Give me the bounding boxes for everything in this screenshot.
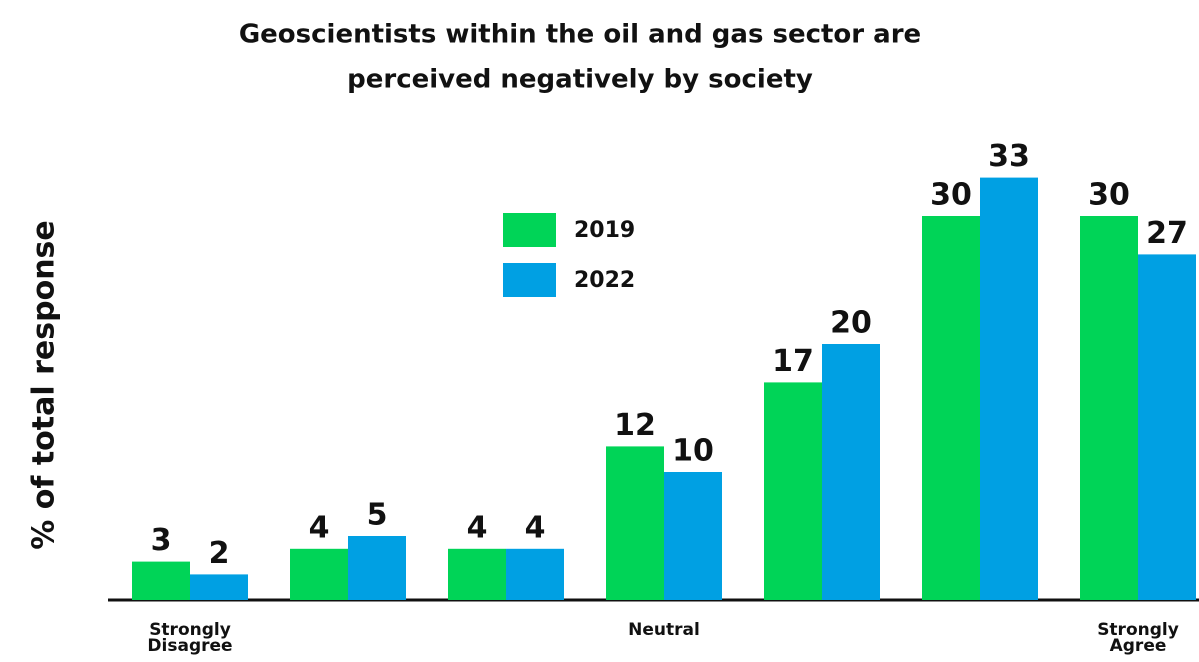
bar bbox=[1138, 254, 1196, 600]
x-tick-label: Disagree bbox=[147, 636, 232, 656]
bar bbox=[448, 548, 506, 600]
bar bbox=[348, 536, 406, 600]
data-label: 30 bbox=[1088, 178, 1130, 213]
x-tick-label: Neutral bbox=[628, 620, 700, 640]
bar bbox=[132, 561, 190, 600]
data-label: 5 bbox=[367, 498, 388, 533]
bar bbox=[764, 382, 822, 600]
bar bbox=[606, 446, 664, 600]
data-label: 4 bbox=[525, 510, 546, 545]
x-tick-label: Agree bbox=[1110, 636, 1167, 656]
data-label: 4 bbox=[467, 510, 488, 545]
data-label: 4 bbox=[309, 510, 330, 545]
bar bbox=[190, 574, 248, 600]
data-label: 3 bbox=[151, 523, 172, 558]
legend-label: 2022 bbox=[574, 268, 635, 293]
data-label: 20 bbox=[830, 306, 872, 341]
data-label: 27 bbox=[1146, 216, 1188, 251]
x-tick-label: Strongly bbox=[149, 620, 231, 640]
data-label: 10 bbox=[672, 434, 714, 469]
y-axis-label: % of total response bbox=[27, 220, 62, 550]
bar bbox=[664, 472, 722, 600]
bar bbox=[1080, 216, 1138, 600]
bar bbox=[822, 344, 880, 600]
chart-title: perceived negatively by society bbox=[347, 65, 813, 95]
legend-swatch bbox=[503, 263, 556, 297]
data-label: 12 bbox=[614, 408, 656, 443]
data-label: 33 bbox=[988, 139, 1030, 174]
bar bbox=[922, 216, 980, 600]
data-label: 2 bbox=[209, 536, 230, 571]
legend-swatch bbox=[503, 213, 556, 247]
bar bbox=[290, 548, 348, 600]
bar bbox=[506, 548, 564, 600]
bar bbox=[980, 177, 1038, 600]
data-label: 30 bbox=[930, 178, 972, 213]
x-tick-label: Strongly bbox=[1097, 620, 1179, 640]
chart-title: Geoscientists within the oil and gas sec… bbox=[239, 20, 921, 50]
legend-label: 2019 bbox=[574, 218, 635, 243]
data-label: 17 bbox=[772, 344, 814, 379]
